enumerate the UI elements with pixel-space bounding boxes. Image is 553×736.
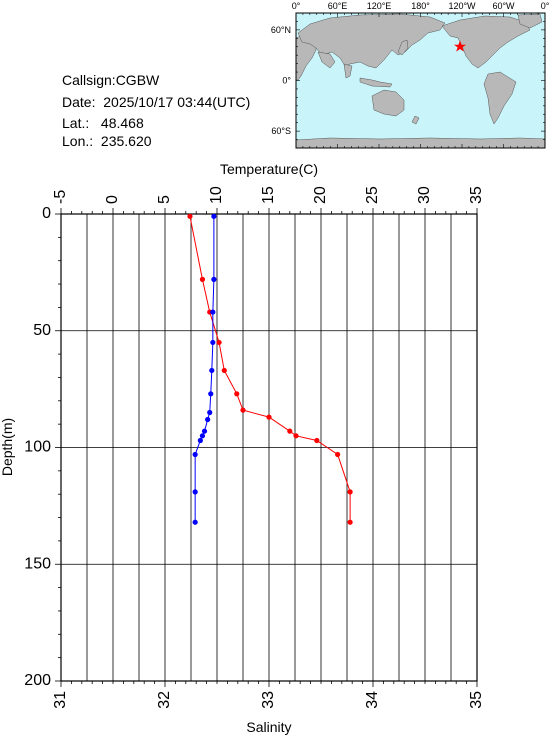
depth-tick-label: 100 (24, 439, 51, 456)
temperature-data-point (216, 339, 222, 346)
salinity-data-point (205, 416, 211, 423)
salinity-data-point (199, 433, 206, 439)
temperature-data-point (240, 407, 246, 413)
salinity-tick-label: 34 (364, 691, 381, 709)
depth-tick-label: 150 (24, 555, 51, 572)
temperature-data-point (347, 519, 353, 525)
temperature-data-point (221, 367, 227, 374)
station-marker-star-icon (454, 40, 466, 52)
map-latitude-label: 0° (282, 76, 291, 86)
depth-tick-label: 50 (33, 322, 51, 339)
map-longitude-label: 0° (292, 1, 301, 11)
callsign-label: Callsign:CGBW (62, 72, 160, 88)
depth-tick-label: 0 (42, 205, 51, 222)
salinity-data-point (207, 409, 213, 416)
temperature-data-point (293, 433, 299, 439)
salinity-data-point (197, 437, 203, 444)
temperature-data-point (347, 489, 353, 495)
map-land-australia (371, 89, 405, 117)
temperature-data-point (199, 276, 206, 282)
latitude-label: Lat.: 48.468 (62, 115, 144, 131)
temperature-tick-label: 15 (260, 186, 277, 204)
temperature-tick-label: 10 (208, 186, 225, 204)
map-longitude-label: 0° (541, 1, 550, 11)
temperature-data-point (287, 428, 293, 434)
salinity-data-point (192, 519, 198, 525)
temperature-tick-label: -5 (52, 190, 69, 204)
map-longitude-label: 60°E (328, 1, 348, 11)
temperature-data-point (314, 437, 320, 444)
temperature-tick-label: 20 (312, 186, 329, 204)
salinity-data-point (208, 391, 214, 397)
map-land-newzealand (411, 115, 420, 125)
map-longitude-label: 180° (411, 1, 430, 11)
temperature-data-point (234, 391, 240, 397)
map-latitude-label: 60°S (271, 126, 291, 136)
map-land-greenland (517, 13, 543, 29)
temperature-tick-label: 25 (364, 186, 381, 204)
temperature-data-point (335, 451, 341, 458)
map-land-indonesia (359, 77, 393, 88)
plot-frame (60, 213, 478, 682)
temperature-data-point (187, 213, 193, 219)
temperature-data-point (266, 414, 272, 420)
profile-plot: -5 0 5 10 15 20 25 30 35 31 32 33 34 35 050100150200… (0, 161, 485, 735)
temperature-tick-label: 35 (468, 186, 485, 204)
map-longitude-label: 60°W (492, 1, 515, 11)
map-longitude-label: 120°E (367, 1, 392, 11)
temperature-tick-labels: -5 0 5 10 15 20 25 30 35 (52, 186, 485, 204)
longitude-label: Lon.: 235.620 (62, 133, 152, 149)
salinity-tick-labels: 31 32 33 34 35 (52, 691, 485, 709)
plot-grid (61, 214, 477, 681)
map-ticks (295, 12, 546, 149)
salinity-data-point (210, 309, 216, 315)
temperature-tick-label: 0 (104, 195, 121, 204)
depth-tick-label: 200 (24, 672, 51, 689)
salinity-axis-title: Salinity (246, 719, 291, 735)
temperature-profile-line (189, 216, 351, 523)
salinity-data-point (211, 276, 217, 282)
date-label: Date: 2025/10/17 03:44(UTC) (62, 94, 251, 110)
temperature-tick-label: 30 (416, 186, 433, 204)
salinity-tick-label: 32 (156, 691, 173, 709)
salinity-data-point (210, 339, 216, 346)
salinity-data-point (192, 489, 198, 495)
series-layer (187, 213, 353, 525)
map-latitude-labels: 60°N 0° 60°S (271, 25, 292, 136)
depth-tick-labels: 0 50 100 150 200 (24, 205, 51, 689)
map-latitude-label: 60°N (271, 25, 291, 35)
salinity-data-point (211, 213, 217, 219)
salinity-data-point (209, 367, 215, 374)
salinity-data-point (192, 451, 198, 458)
map-longitude-label: 120°W (448, 1, 476, 11)
salinity-tick-label: 31 (52, 691, 69, 709)
temperature-tick-label: 5 (156, 195, 173, 204)
depth-axis-title: Depth(m) (0, 418, 15, 476)
salinity-data-point (201, 428, 208, 434)
map-land-south-america (483, 71, 517, 125)
map-land-japan (397, 39, 409, 56)
salinity-tick-label: 35 (468, 691, 485, 709)
location-map: 0° 60°E 120°E 180° 120°W 60°W 0° 60°N 0° 60°S (271, 1, 550, 149)
map-land-india (317, 51, 353, 79)
temperature-axis-title: Temperature(C) (220, 161, 318, 177)
salinity-tick-label: 33 (260, 691, 277, 709)
map-longitude-labels: 0° 60°E 120°E 180° 120°W 60°W 0° (292, 1, 550, 11)
